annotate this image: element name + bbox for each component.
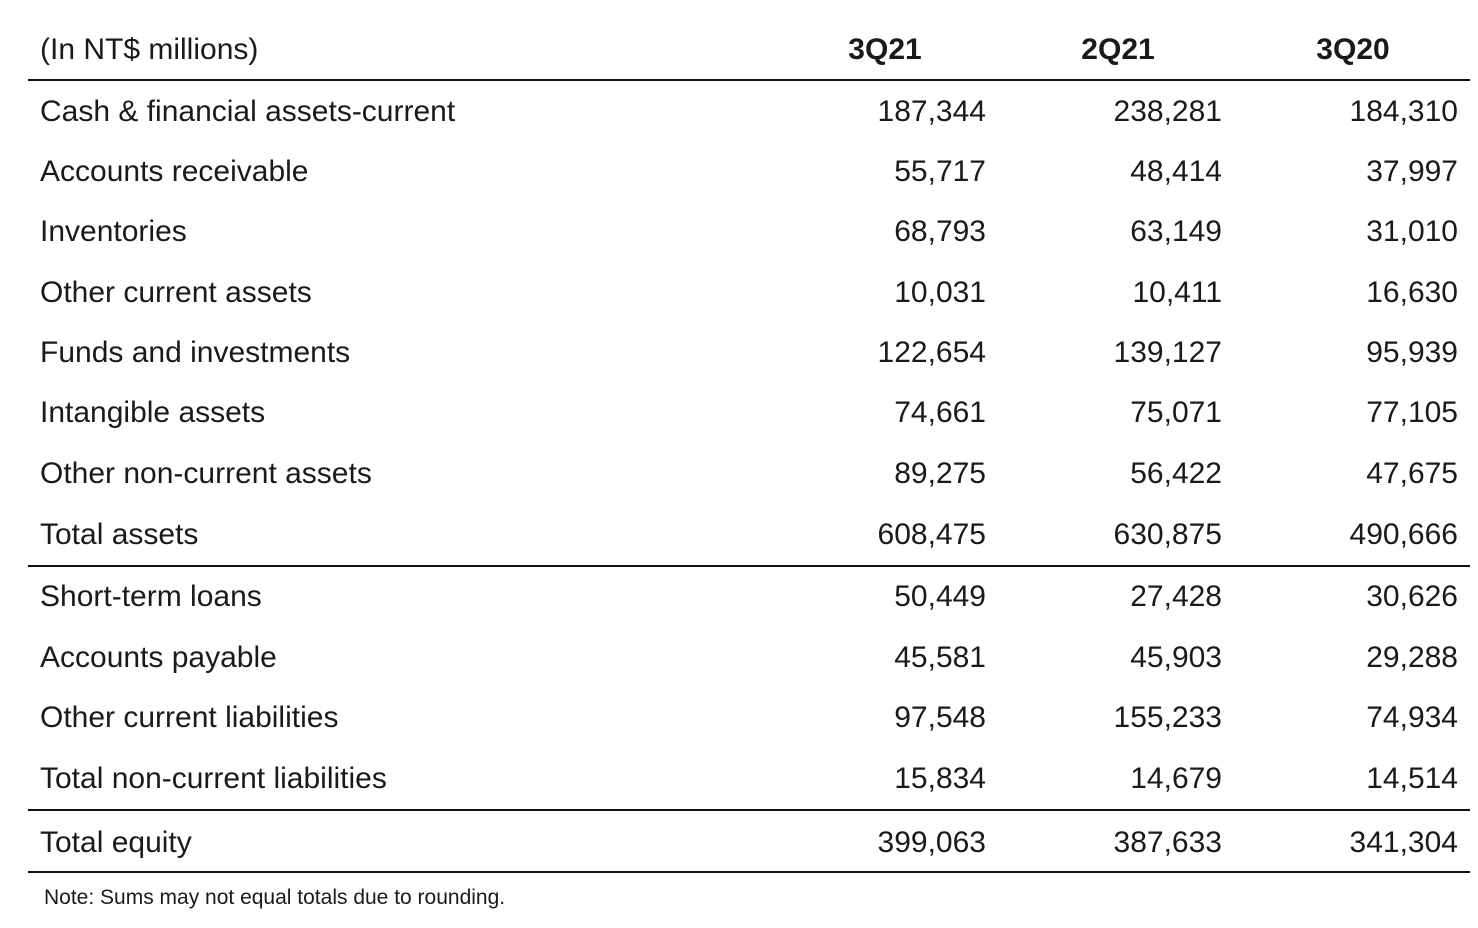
cell-value: 490,666 [1349, 518, 1458, 551]
cell-value: 387,633 [1113, 826, 1222, 859]
cell-value: 14,514 [1366, 762, 1458, 795]
table-row: Total equity 399,063 387,633 341,304 [0, 813, 1478, 873]
cell-value: 10,031 [894, 276, 986, 309]
table-row: Total non-current liabilities 15,834 14,67… [0, 749, 1478, 809]
cell-value: 15,834 [894, 762, 986, 795]
row-label: Total equity [40, 826, 192, 859]
cell-value: 48,414 [1130, 155, 1222, 188]
table-row: Accounts payable 45,581 45,903 29,288 [0, 628, 1478, 688]
cell-value: 47,675 [1366, 457, 1458, 490]
cell-value: 95,939 [1366, 336, 1458, 369]
footnote: Note: Sums may not equal totals due to r… [44, 886, 506, 909]
table-row: Inventories 68,793 63,149 31,010 [0, 202, 1478, 262]
cell-value: 14,679 [1130, 762, 1222, 795]
row-label: Intangible assets [40, 396, 266, 429]
cell-value: 45,903 [1130, 641, 1222, 674]
cell-value: 630,875 [1113, 518, 1222, 551]
row-label: Short-term loans [40, 580, 262, 613]
assets-divider [28, 565, 1470, 567]
cell-value: 187,344 [877, 95, 986, 128]
table-bottom-border [28, 871, 1470, 873]
row-label: Cash & financial assets-current [40, 95, 456, 128]
unit-label: (In NT$ millions) [40, 33, 259, 66]
cell-value: 74,934 [1366, 701, 1458, 734]
column-header-3q21: 3Q21 [848, 33, 922, 66]
cell-value: 29,288 [1366, 641, 1458, 674]
row-label: Other non-current assets [40, 457, 372, 490]
row-label: Funds and investments [40, 336, 351, 369]
cell-value: 608,475 [877, 518, 986, 551]
cell-value: 77,105 [1366, 396, 1458, 429]
table-row: Total assets 608,475 630,875 490,666 [0, 505, 1478, 565]
row-label: Total non-current liabilities [40, 762, 387, 795]
cell-value: 68,793 [894, 215, 986, 248]
cell-value: 184,310 [1349, 95, 1458, 128]
liabilities-divider [28, 809, 1470, 811]
column-header-2q21: 2Q21 [1081, 33, 1155, 66]
table-row: Other current assets 10,031 10,411 16,630 [0, 263, 1478, 323]
cell-value: 89,275 [894, 457, 986, 490]
cell-value: 341,304 [1349, 826, 1458, 859]
cell-value: 31,010 [1366, 215, 1458, 248]
cell-value: 97,548 [894, 701, 986, 734]
cell-value: 399,063 [877, 826, 986, 859]
cell-value: 27,428 [1130, 580, 1222, 613]
cell-value: 45,581 [894, 641, 986, 674]
cell-value: 238,281 [1113, 95, 1222, 128]
column-header-3q20: 3Q20 [1316, 33, 1390, 66]
cell-value: 16,630 [1366, 276, 1458, 309]
row-label: Accounts receivable [40, 155, 309, 188]
table-row: Cash & financial assets-current 187,344 23… [0, 82, 1478, 142]
cell-value: 37,997 [1366, 155, 1458, 188]
cell-value: 63,149 [1130, 215, 1222, 248]
cell-value: 155,233 [1113, 701, 1222, 734]
row-label: Other current liabilities [40, 701, 339, 734]
row-label: Inventories [40, 215, 187, 248]
cell-value: 10,411 [1132, 276, 1222, 309]
cell-value: 56,422 [1130, 457, 1222, 490]
table-row: Intangible assets 74,661 75,071 77,105 [0, 383, 1478, 443]
cell-value: 139,127 [1113, 336, 1222, 369]
row-label: Accounts payable [40, 641, 277, 674]
cell-value: 30,626 [1366, 580, 1458, 613]
table-row: Short-term loans 50,449 27,428 30,626 [0, 567, 1478, 627]
cell-value: 74,661 [894, 396, 986, 429]
table-row: Other non-current assets 89,275 56,422 47,6… [0, 444, 1478, 504]
table-header: (In NT$ millions) 3Q21 2Q21 3Q20 [0, 20, 1478, 80]
cell-value: 122,654 [877, 336, 986, 369]
header-divider [28, 79, 1470, 81]
cell-value: 50,449 [894, 580, 986, 613]
cell-value: 55,717 [894, 155, 986, 188]
row-label: Total assets [40, 518, 199, 551]
table-row: Other current liabilities 97,548 155,233 74… [0, 688, 1478, 748]
table-row: Funds and investments 122,654 139,127 95,93… [0, 323, 1478, 383]
table-row: Accounts receivable 55,717 48,414 37,997 [0, 142, 1478, 202]
cell-value: 75,071 [1130, 396, 1222, 429]
row-label: Other current assets [40, 276, 312, 309]
